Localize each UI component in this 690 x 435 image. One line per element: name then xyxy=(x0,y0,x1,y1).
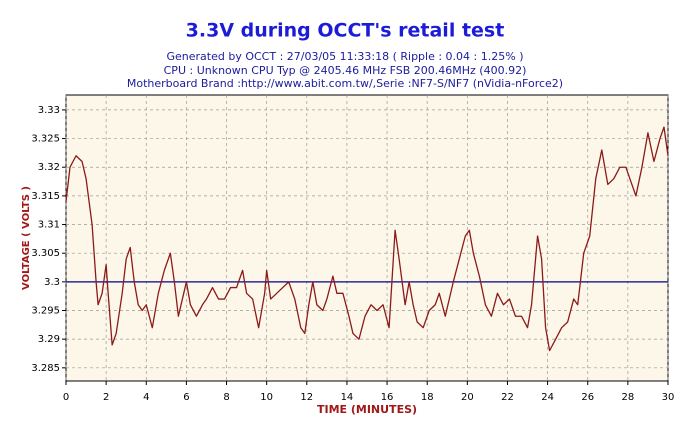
y-tick-label: 3.33 xyxy=(38,105,60,116)
x-tick-label: 0 xyxy=(63,392,69,403)
x-tick-label: 24 xyxy=(541,392,554,403)
x-tick-label: 22 xyxy=(501,392,514,403)
y-tick-label: 3.285 xyxy=(31,363,60,374)
subtitle: CPU : Unknown CPU Typ @ 2405.46 MHz FSB … xyxy=(164,64,527,77)
x-tick-label: 2 xyxy=(103,392,109,403)
x-axis-label: TIME (MINUTES) xyxy=(317,403,417,416)
x-tick-label: 6 xyxy=(183,392,189,403)
subtitle: Generated by OCCT : 27/03/05 11:33:18 ( … xyxy=(167,50,524,63)
y-tick-label: 3.295 xyxy=(31,306,60,317)
y-tick-label: 3.325 xyxy=(31,134,60,145)
x-tick-label: 10 xyxy=(260,392,273,403)
y-tick-label: 3.29 xyxy=(38,334,60,345)
subtitle: Motherboard Brand :http://www.abit.com.t… xyxy=(127,77,563,90)
y-tick-label: 3.3 xyxy=(44,277,60,288)
x-tick-label: 12 xyxy=(300,392,313,403)
x-tick-label: 4 xyxy=(143,392,149,403)
x-tick-label: 28 xyxy=(621,392,634,403)
y-tick-label: 3.305 xyxy=(31,248,60,259)
chart-title: 3.3V during OCCT's retail test xyxy=(186,20,505,42)
x-tick-label: 26 xyxy=(581,392,594,403)
x-tick-label: 8 xyxy=(223,392,229,403)
x-tick-label: 30 xyxy=(662,392,675,403)
x-tick-label: 20 xyxy=(461,392,474,403)
plot-area xyxy=(65,94,669,382)
y-tick-label: 3.31 xyxy=(38,220,60,231)
y-tick-label: 3.32 xyxy=(38,162,60,173)
x-tick-label: 18 xyxy=(421,392,434,403)
x-tick-label: 16 xyxy=(381,392,394,403)
x-tick-label: 14 xyxy=(341,392,354,403)
series-line xyxy=(65,126,669,352)
y-axis-label: VOLTAGE ( VOLTS ) xyxy=(21,186,32,290)
y-tick-label: 3.315 xyxy=(31,191,60,202)
